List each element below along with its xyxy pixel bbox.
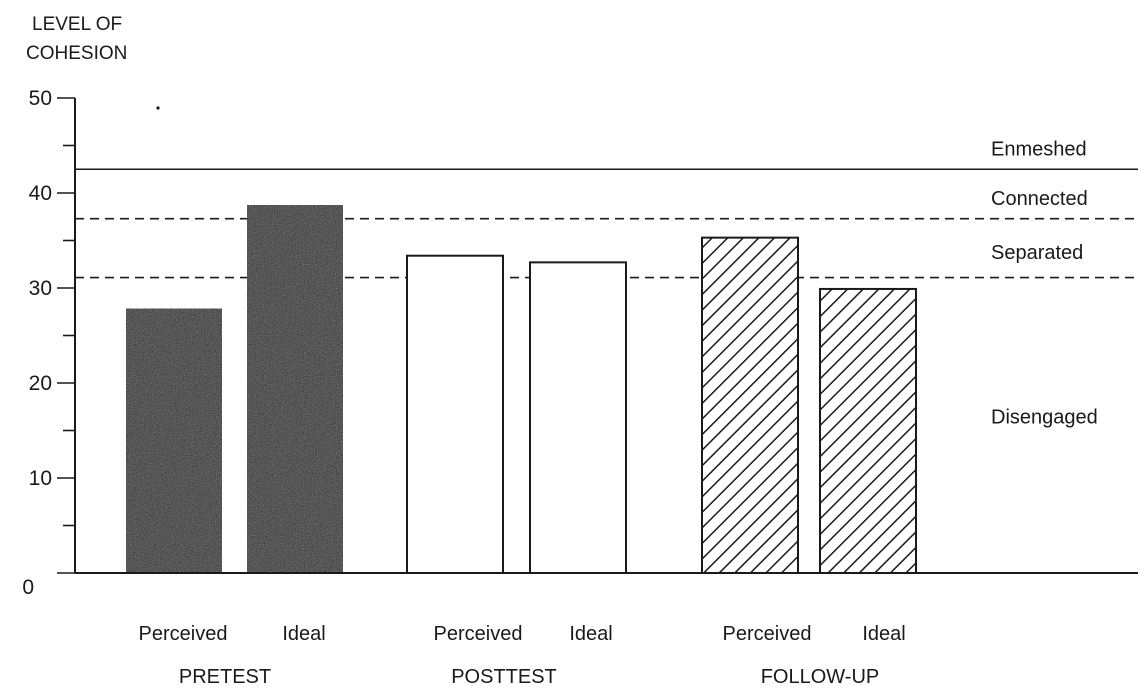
y-tick-label-20: 20 [29, 372, 52, 395]
labels: 0 10 20 30 40 50 Perceived Ideal PRETEST Perceive… [22, 87, 1097, 688]
category-label-posttest-ideal: Ideal [569, 623, 612, 645]
bar-follow-up-perceived [701, 236, 799, 574]
y-tick-label-40: 40 [29, 182, 52, 205]
region-label-enmeshed: Enmeshed [991, 138, 1087, 160]
category-label-pretest-ideal: Ideal [282, 623, 325, 645]
y-axis-label-line-1: LEVEL OF [32, 14, 122, 35]
bar-follow-up-ideal [819, 287, 917, 574]
category-label-pretest-perceived: Perceived [139, 623, 228, 645]
y-tick-label-50: 50 [29, 87, 52, 110]
group-label-follow-up: FOLLOW-UP [761, 666, 880, 688]
reference-lines [75, 168, 1138, 279]
category-label-follow-up-ideal: Ideal [862, 623, 905, 645]
stray-dot [156, 106, 160, 110]
region-label-separated: Separated [991, 242, 1083, 264]
bar-posttest-ideal [529, 261, 627, 574]
y-tick-label-10: 10 [29, 467, 52, 490]
bars [125, 204, 917, 574]
group-label-pretest: PRETEST [179, 666, 271, 688]
y-tick-label-30: 30 [29, 277, 52, 300]
axes [57, 97, 1138, 574]
region-label-connected: Connected [991, 188, 1088, 210]
bar-posttest-perceived [406, 254, 504, 574]
y-axis-label-line-2: COHESION [26, 43, 127, 64]
group-label-posttest: POSTTEST [451, 666, 557, 688]
bar-pretest-ideal [246, 204, 344, 574]
y-tick-label-0: 0 [22, 576, 34, 599]
region-label-disengaged: Disengaged [991, 406, 1098, 428]
bar-pretest-perceived [125, 307, 223, 574]
category-label-posttest-perceived: Perceived [434, 623, 523, 645]
category-label-follow-up-perceived: Perceived [723, 623, 812, 645]
